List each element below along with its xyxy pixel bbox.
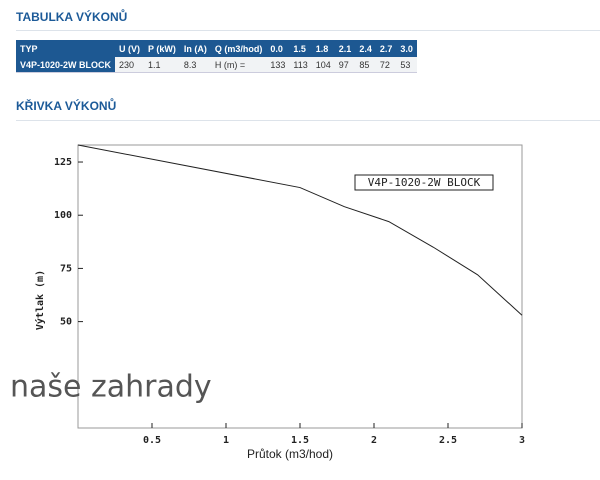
divider	[16, 120, 600, 121]
header-cell: 2.1	[334, 40, 356, 57]
header-cell: U (V)	[115, 40, 145, 57]
x-tick-label: 1.5	[291, 435, 309, 446]
cell: H (m) =	[210, 57, 267, 73]
cell: 8.3	[179, 57, 211, 73]
chart: Průtok (m3/hod) Výtlak (m) V4P-1020-2W B…	[10, 144, 525, 461]
header-cell: TYP	[16, 40, 116, 57]
curve	[77, 144, 523, 316]
performance-table: TYP U (V) P (kW) In (A) Q (m3/hod) 0.0 1.5 1.8 2…	[16, 40, 417, 73]
cell: 104	[311, 57, 335, 73]
x-tick-label: 0.5	[143, 435, 161, 446]
header-cell: 2.4	[355, 40, 376, 57]
header-row: TYP U (V) P (kW) In (A) Q (m3/hod) 0.0 1.5 1.8 2…	[16, 40, 417, 57]
header-cell: Q (m3/hod)	[210, 40, 267, 57]
y-tick-label: 100	[54, 210, 72, 221]
y-tick-label: 125	[54, 157, 72, 168]
annotation: V4P-1020-2W BLOCK	[368, 176, 481, 189]
watermark: naše zahrady	[10, 370, 212, 405]
header-cell: In (A)	[179, 40, 211, 57]
header-cell: 1.5	[289, 40, 312, 57]
cell: 133	[266, 57, 290, 73]
section-title: KŘIVKA VÝKONŮ	[16, 99, 117, 113]
cell: 113	[289, 57, 312, 73]
cell: 53	[396, 57, 417, 73]
x-tick-label: 1	[223, 435, 229, 446]
x-tick-label: 2.5	[439, 435, 457, 446]
annotation-box	[354, 174, 494, 191]
header-cell: 2.7	[375, 40, 397, 57]
data-row: V4P-1020-2W BLOCK 230 1.1 8.3 H (m) = 133 113 1…	[16, 57, 417, 73]
header-cell: 3.0	[396, 40, 417, 57]
header-cell: P (kW)	[144, 40, 180, 57]
x-tick-label: 2	[371, 435, 377, 446]
divider	[16, 30, 600, 31]
y-tick-label: 75	[60, 263, 72, 274]
header-cell: 0.0	[266, 40, 290, 57]
x-tick-label: 3	[519, 435, 525, 446]
cell: 1.1	[144, 57, 180, 73]
x-axis-label: Průtok (m3/hod)	[247, 447, 333, 461]
cell: 72	[375, 57, 397, 73]
cell: 97	[334, 57, 356, 73]
y-tick-label: 50	[60, 317, 72, 328]
y-axis-label: Výtlak (m)	[34, 270, 46, 330]
cell: 85	[355, 57, 376, 73]
section-title: TABULKA VÝKONŮ	[16, 10, 128, 24]
cell: 230	[115, 57, 145, 73]
cell: V4P-1020-2W BLOCK	[16, 57, 116, 73]
header-cell: 1.8	[311, 40, 335, 57]
